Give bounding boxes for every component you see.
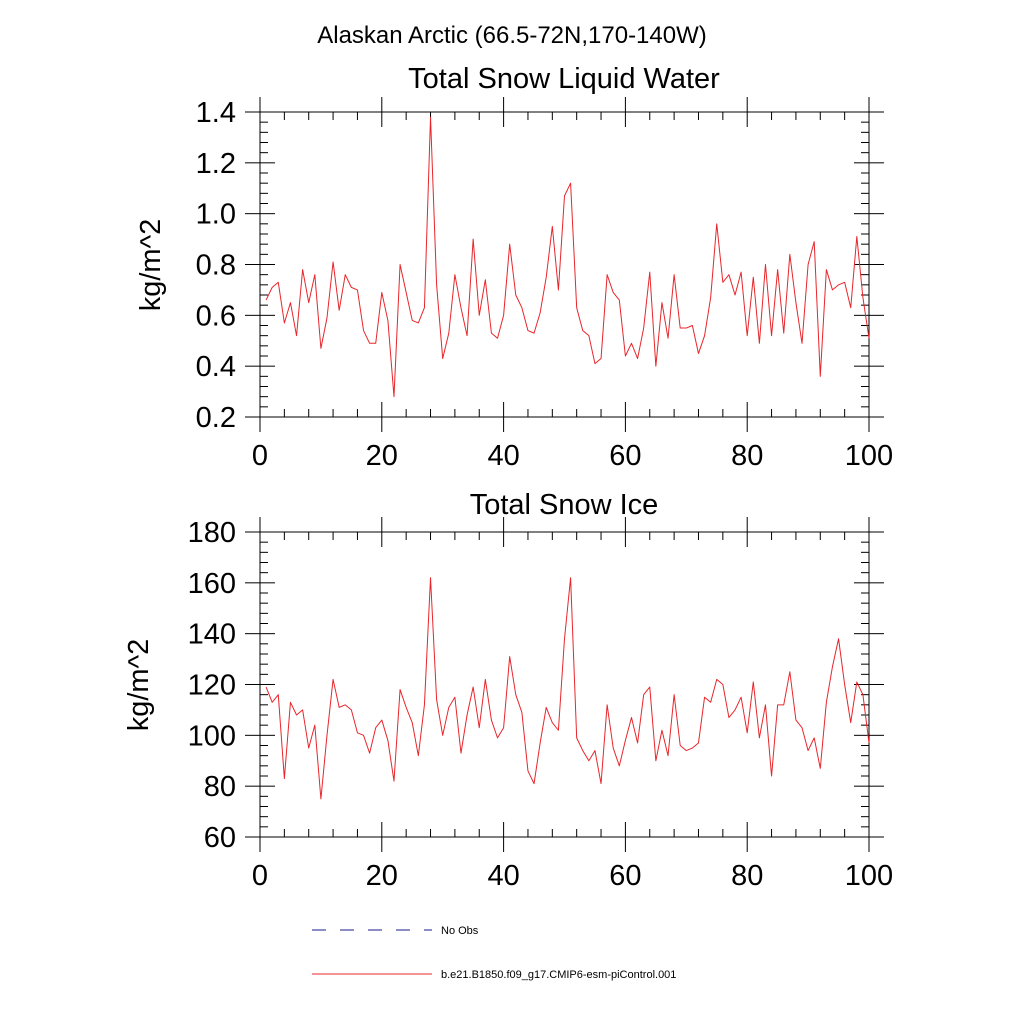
legend: No Obs b.e21.B1850.f09_g17.CMIP6-esm-piC… — [312, 925, 676, 981]
y-tick-label: 1.2 — [196, 148, 236, 180]
plot-frame — [259, 111, 870, 418]
x-tick-label: 80 — [731, 860, 763, 892]
x-tick-label: 60 — [609, 440, 641, 472]
x-tick-label: 40 — [487, 440, 519, 472]
plot-frame — [259, 531, 870, 838]
x-tick-label: 100 — [845, 440, 893, 472]
panel-title: Total Snow Liquid Water — [408, 63, 720, 95]
x-tick-label: 0 — [252, 860, 268, 892]
y-tick-label: 0.8 — [196, 250, 236, 282]
panel-title: Total Snow Ice — [470, 489, 659, 521]
y-axis-label: kg/m^2 — [123, 639, 155, 732]
y-tick-label: 1.0 — [196, 199, 236, 231]
y-tick-label: 180 — [188, 517, 236, 549]
x-tick-label: 60 — [609, 860, 641, 892]
x-tick-label: 40 — [487, 860, 519, 892]
x-tick-label: 20 — [366, 440, 398, 472]
x-tick-label: 20 — [366, 860, 398, 892]
series-layer — [265, 577, 870, 800]
series-line — [265, 577, 870, 800]
y-tick-label: 160 — [188, 568, 236, 600]
y-tick-label: 0.4 — [196, 351, 236, 383]
y-tick-label: 0.6 — [196, 300, 236, 332]
x-tick-label: 0 — [252, 440, 268, 472]
axis-ticks — [245, 97, 884, 432]
y-axis-label: kg/m^2 — [135, 219, 167, 312]
y-tick-label: 0.2 — [196, 402, 236, 434]
y-tick-label: 1.4 — [196, 97, 236, 129]
y-tick-label: 120 — [188, 670, 236, 702]
figure-title: Alaskan Arctic (66.5-72N,170-140W) — [317, 22, 707, 49]
panel-snow-liquid-water: Total Snow Liquid Water kg/m^2 0 20 40 60 80… — [135, 63, 893, 472]
series-layer — [265, 116, 870, 398]
panel-snow-ice: Total Snow Ice kg/m^2 0 20 40 60 80 100 60 80 10… — [123, 489, 893, 892]
y-tick-label: 60 — [204, 822, 236, 854]
y-tick-label: 140 — [188, 619, 236, 651]
tick-labels: 0 20 40 60 80 100 60 80 100 120 140 160 180 — [188, 517, 894, 892]
legend-label-model: b.e21.B1850.f09_g17.CMIP6-esm-piControl.… — [441, 969, 676, 981]
legend-label-no-obs: No Obs — [441, 925, 479, 937]
y-tick-label: 80 — [204, 771, 236, 803]
series-line — [265, 116, 870, 398]
y-tick-label: 100 — [188, 720, 236, 752]
x-tick-label: 80 — [731, 440, 763, 472]
x-tick-label: 100 — [845, 860, 893, 892]
axis-ticks — [245, 517, 884, 852]
tick-labels: 0 20 40 60 80 100 0.2 0.4 0.6 0.8 1.0 1.2 1.4 — [196, 97, 894, 472]
